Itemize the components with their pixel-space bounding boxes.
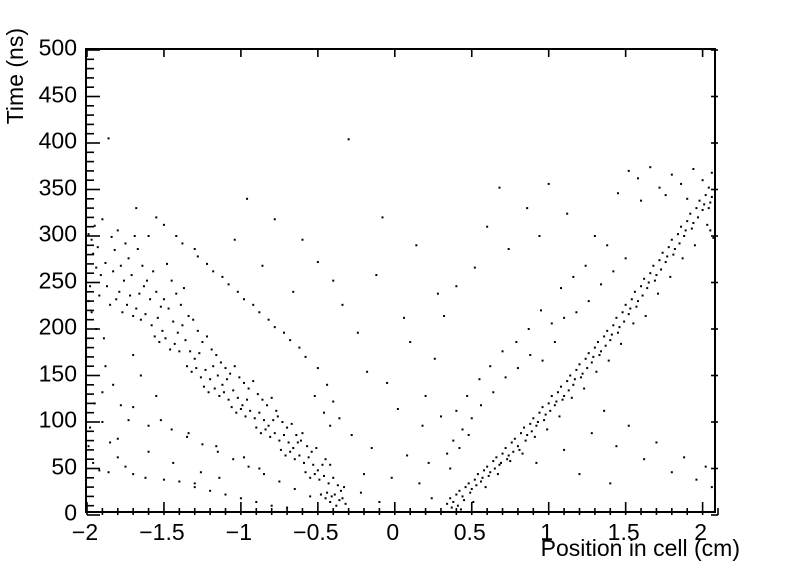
x-axis-title: Position in cell (cm) <box>540 535 740 561</box>
y-tick-label: 450 <box>38 81 77 107</box>
y-tick-label: 150 <box>38 360 77 386</box>
y-tick-label: 250 <box>38 267 77 293</box>
x-tick-label: 1.5 <box>607 519 640 545</box>
y-tick-label: 300 <box>38 220 77 247</box>
y-tick-label: 500 <box>38 34 77 61</box>
y-tick-label: 100 <box>38 406 77 433</box>
x-tick-label: 2 <box>694 519 708 545</box>
x-tick-label: −2 <box>71 519 99 545</box>
y-tick-label: 50 <box>51 453 77 479</box>
x-tick-label: 1 <box>540 519 554 545</box>
y-tick-label: 400 <box>38 127 77 154</box>
x-tick-label: −0.5 <box>293 519 339 545</box>
y-tick-label: 200 <box>38 313 77 340</box>
x-tick-label: −1.5 <box>139 519 185 545</box>
x-tick-label: −1 <box>225 519 253 545</box>
plot-frame <box>85 48 719 516</box>
y-tick-label: 0 <box>64 499 77 526</box>
axis-ticks <box>86 49 719 516</box>
x-tick-label: 0 <box>386 519 400 545</box>
y-tick-label: 350 <box>38 174 77 200</box>
y-axis-title: Time (ns) <box>2 28 28 125</box>
x-tick-label: 0.5 <box>453 519 486 545</box>
